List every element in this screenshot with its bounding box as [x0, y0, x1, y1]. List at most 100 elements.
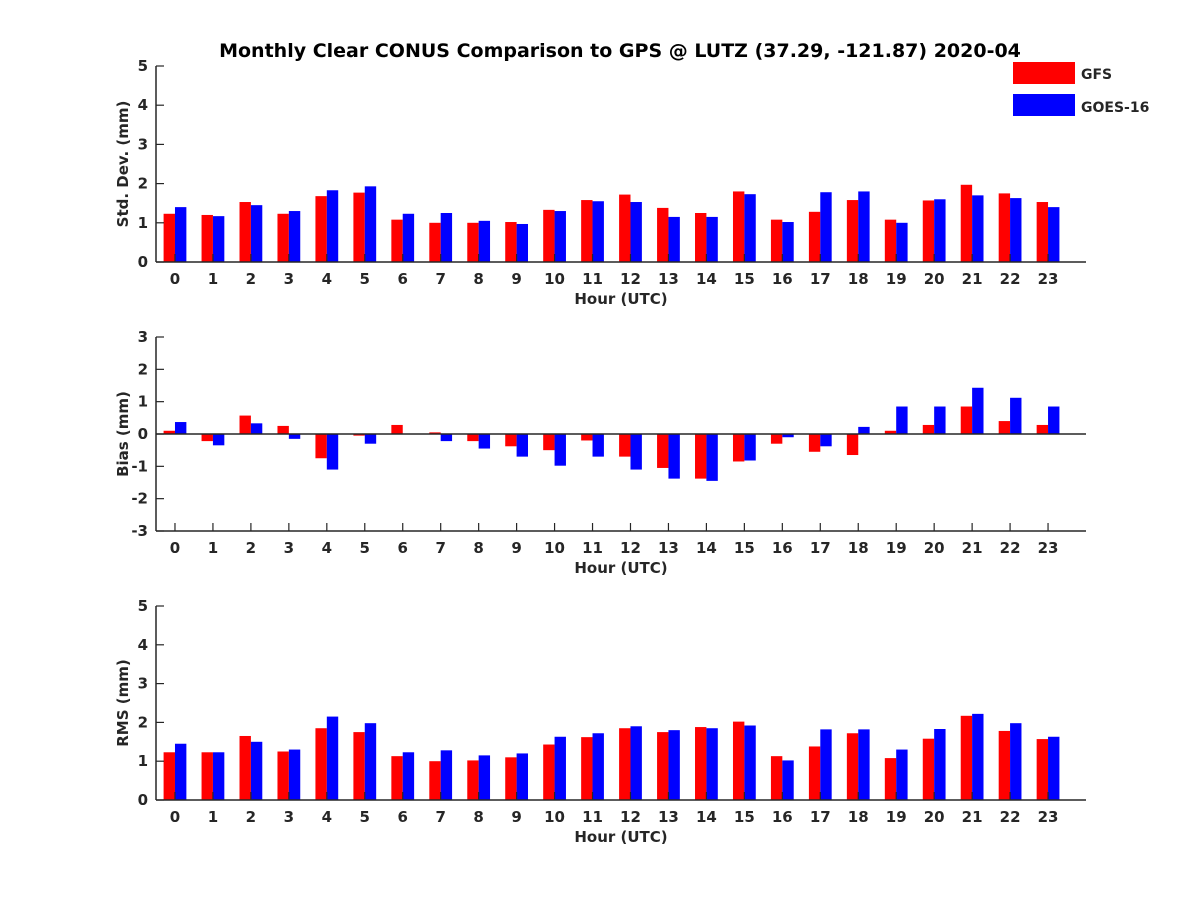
x-tick-label: 6: [398, 539, 408, 557]
gfs-bar-std: [695, 213, 707, 262]
goes16-bar-bias: [440, 434, 453, 442]
y-axis-label: Bias (mm): [114, 391, 132, 477]
gfs-bar-rms: [884, 758, 897, 800]
goes16-bar-bias: [744, 434, 756, 461]
gfs-bar-std: [922, 200, 935, 262]
goes16-bar-rms: [896, 749, 908, 800]
x-tick-label: 5: [360, 270, 370, 288]
gfs-bar-std: [657, 207, 669, 262]
gfs-bar-std: [315, 196, 327, 262]
gfs-bar-bias: [1036, 424, 1049, 434]
x-tick-label: 12: [620, 270, 641, 288]
goes16-bar-rms: [364, 723, 377, 800]
gfs-bar-bias: [163, 430, 175, 434]
x-tick-label: 7: [435, 270, 445, 288]
gfs-bar-rms: [201, 752, 213, 800]
goes16-bar-std: [1010, 198, 1022, 262]
x-tick-label: 19: [886, 808, 907, 826]
goes16-bar-std: [858, 191, 870, 262]
legend-label-gfs: GFS: [1081, 67, 1112, 83]
x-tick-label: 10: [544, 539, 565, 557]
goes16-bar-bias: [668, 434, 680, 479]
x-tick-label: 4: [322, 808, 332, 826]
gfs-bar-rms: [543, 744, 555, 800]
goes16-bar-bias: [516, 434, 528, 457]
goes16-bar-std: [288, 211, 301, 262]
gfs-bar-std: [846, 200, 859, 262]
goes16-bar-bias: [1010, 397, 1022, 434]
gfs-bar-bias: [770, 434, 783, 444]
x-tick-label: 14: [696, 270, 717, 288]
gfs-bar-rms: [277, 751, 289, 800]
gfs-bar-std: [543, 209, 555, 262]
gfs-bar-rms: [581, 737, 593, 800]
gfs-bar-rms: [353, 732, 365, 800]
x-tick-label: 11: [582, 808, 603, 826]
legend: GFS GOES-16: [1013, 62, 1161, 120]
goes16-bar-bias: [250, 423, 263, 434]
gfs-bar-rms: [315, 728, 327, 800]
goes16-bar-rms: [516, 753, 528, 800]
gfs-bar-rms: [960, 715, 973, 800]
y-tick-label: 3: [138, 135, 148, 153]
x-tick-label: 22: [1000, 808, 1021, 826]
gfs-bar-bias: [353, 434, 365, 436]
x-tick-label: 13: [658, 808, 679, 826]
y-tick-label: 0: [138, 791, 148, 809]
x-tick-label: 18: [848, 808, 869, 826]
goes16-bar-rms: [326, 716, 339, 800]
x-tick-label: 9: [511, 539, 521, 557]
goes16-bar-bias: [592, 434, 604, 457]
goes16-bar-std: [782, 222, 794, 262]
y-tick-label: 3: [138, 675, 148, 693]
goes16-bar-std: [1048, 207, 1060, 262]
gfs-bar-std: [619, 194, 631, 262]
goes16-bar-rms: [744, 725, 756, 800]
goes16-bar-std: [174, 207, 187, 262]
y-tick-label: 1: [138, 393, 148, 411]
goes16-bar-rms: [212, 752, 225, 800]
goes16-bar-rms: [820, 729, 832, 800]
goes16-bar-std: [326, 190, 339, 262]
x-tick-label: 0: [170, 270, 180, 288]
goes16-bar-rms: [858, 729, 870, 800]
gfs-bar-bias: [315, 434, 327, 459]
goes16-bar-rms: [1010, 723, 1022, 800]
gfs-bar-std: [353, 192, 365, 262]
goes16-bar-bias: [326, 434, 339, 470]
goes16-bar-rms: [250, 741, 263, 800]
x-tick-label: 16: [772, 270, 793, 288]
gfs-bar-std: [960, 184, 973, 262]
y-tick-label: 5: [138, 597, 148, 615]
goes16-bar-std: [744, 194, 756, 262]
goes16-bar-rms: [174, 743, 187, 800]
gfs-bar-bias: [808, 434, 821, 452]
goes16-bar-rms: [1048, 736, 1060, 800]
gfs-bar-std: [429, 222, 441, 262]
x-tick-label: 12: [620, 539, 641, 557]
y-tick-label: 5: [138, 57, 148, 75]
goes16-bar-bias: [858, 426, 870, 434]
gfs-bar-std: [808, 211, 821, 262]
x-tick-label: 13: [658, 270, 679, 288]
x-tick-label: 8: [473, 539, 483, 557]
x-tick-label: 20: [924, 808, 945, 826]
goes16-bar-rms: [972, 713, 984, 800]
y-axis-label: RMS (mm): [114, 659, 132, 746]
x-tick-label: 21: [962, 808, 983, 826]
x-tick-label: 2: [246, 270, 256, 288]
gfs-bar-rms: [922, 738, 935, 800]
goes16-bar-rms: [782, 760, 794, 800]
gfs-bar-rms: [391, 756, 403, 800]
x-tick-label: 11: [582, 539, 603, 557]
gfs-bar-std: [163, 213, 175, 262]
gfs-bar-std: [391, 219, 403, 262]
x-tick-label: 10: [544, 270, 565, 288]
x-axis-label: Hour (UTC): [574, 559, 667, 577]
y-axis-label: Std. Dev. (mm): [114, 101, 132, 228]
x-tick-label: 6: [398, 808, 408, 826]
x-tick-label: 1: [208, 270, 218, 288]
x-tick-label: 0: [170, 808, 180, 826]
gfs-bar-rms: [467, 760, 479, 800]
